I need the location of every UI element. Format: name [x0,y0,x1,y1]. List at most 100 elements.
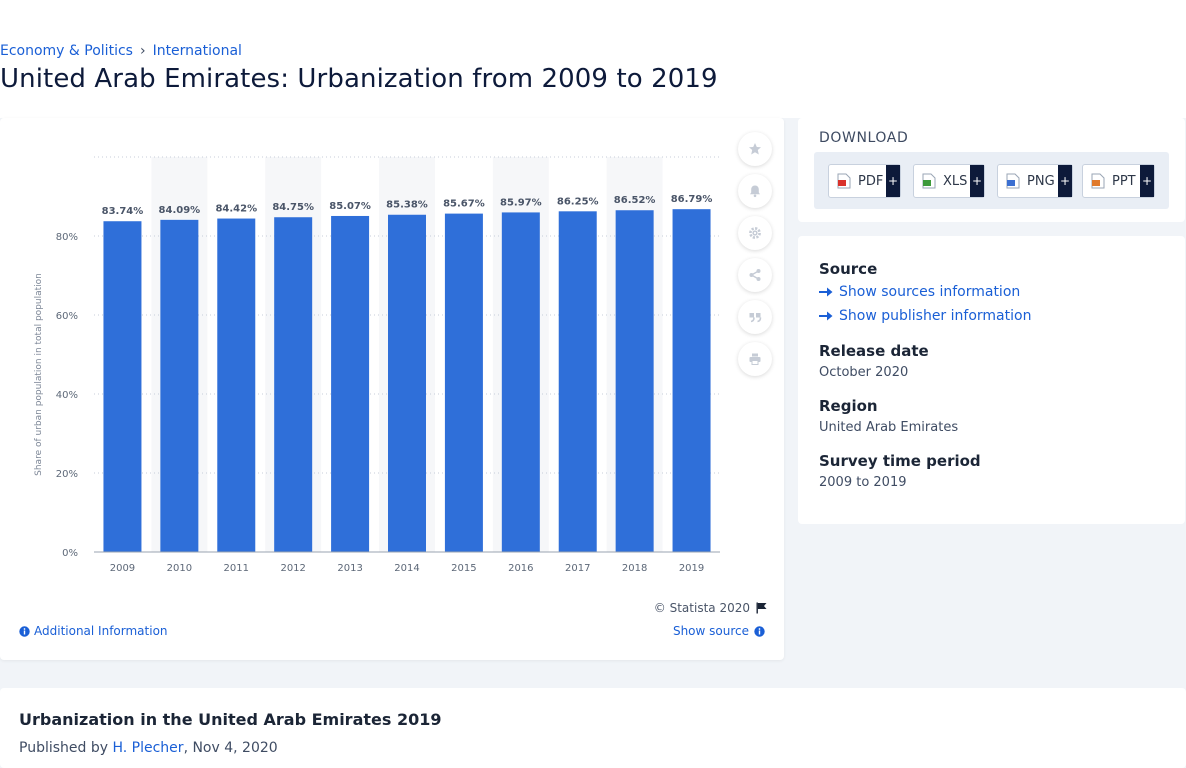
xls-file-badge [923,180,931,186]
breadcrumb-link-economy[interactable]: Economy & Politics [0,43,133,59]
additional-information-label: Additional Information [34,624,168,638]
download-png-plus[interactable]: + [1058,165,1072,197]
y-tick-label: 80% [56,232,78,243]
description-title: Urbanization in the United Arab Emirates… [19,710,442,729]
x-tick-label: 2009 [110,563,135,574]
x-tick-label: 2019 [679,563,704,574]
show-sources-label: Show sources information [839,284,1021,300]
bar-chart: 0% 20% 40% 60% 80% Share of urban population … [34,156,720,574]
published-line: Published by H. Plecher, Nov 4, 2020 [19,740,278,756]
x-tick-label: 2011 [224,563,249,574]
bar [558,211,597,552]
print-button[interactable] [738,342,772,376]
download-pdf-plus[interactable]: + [886,165,900,197]
download-xls-button[interactable]: XLS + [913,164,985,198]
info-circle-icon [754,625,765,637]
png-file-badge [1007,180,1015,186]
published-date: , Nov 4, 2020 [183,740,278,756]
y-tick-label: 60% [56,311,78,322]
pdf-file-badge [838,180,846,186]
x-tick-label: 2010 [167,563,192,574]
y-tick-label: 40% [56,390,78,401]
ppt-file-icon [1091,173,1105,189]
survey-period-value: 2009 to 2019 [819,475,907,490]
description-card: Urbanization in the United Arab Emirates… [0,688,1186,768]
x-tick-label: 2018 [622,563,647,574]
statistic-info-panel: Source Show sources information Show pub… [798,236,1185,524]
page-title: United Arab Emirates: Urbanization from … [0,64,718,94]
chart-toolbar [738,132,772,384]
data-label: 86.52% [614,195,656,206]
show-source-label: Show source [672,624,749,638]
download-ppt-plus[interactable]: + [1140,165,1154,197]
data-label: 85.38% [386,200,428,211]
print-icon [749,353,761,365]
bar [103,221,142,552]
breadcrumb: Economy & Politics › International [0,43,242,59]
source-label: Source [819,260,878,278]
region-label: Region [819,397,878,415]
y-axis-label: Share of urban population in total popul… [34,273,44,476]
survey-period-label: Survey time period [819,452,981,470]
download-panel: DOWNLOAD PDF + XLS + PNG + PPT + [798,118,1185,222]
data-label: 84.09% [159,205,201,216]
data-label: 85.97% [500,197,542,208]
ppt-file-badge [1092,180,1100,186]
x-tick-label: 2015 [451,563,476,574]
download-pdf-button[interactable]: PDF + [828,164,901,198]
cite-button[interactable] [738,300,772,334]
quote-icon [749,313,762,323]
show-publisher-label: Show publisher information [839,308,1032,324]
release-date-label: Release date [819,342,929,360]
info-circle-icon [19,625,30,637]
x-tick-label: 2014 [394,563,419,574]
xls-file-icon [922,173,936,189]
download-buttons: PDF + XLS + PNG + PPT + [814,152,1169,209]
png-file-icon [1006,173,1020,189]
y-tick-label: 0% [62,548,78,559]
download-ppt-label: PPT [1112,173,1136,189]
data-label: 84.75% [272,202,314,213]
copyright-notice: © Statista 2020 [654,601,767,615]
bar [388,214,426,552]
download-xls-plus[interactable]: + [970,165,984,197]
additional-information-link[interactable]: Additional Information [19,624,168,638]
download-png-button[interactable]: PNG + [997,164,1073,198]
settings-button[interactable] [738,216,772,250]
data-label: 84.42% [215,204,257,215]
alert-button[interactable] [738,174,772,208]
show-source-link[interactable]: Show source [673,624,765,638]
show-sources-link[interactable]: Show sources information [819,284,1020,300]
published-prefix: Published by [19,740,109,756]
share-button[interactable] [738,258,772,292]
x-tick-label: 2016 [508,563,533,574]
release-date-value: October 2020 [819,365,909,380]
y-tick-label: 20% [56,469,78,480]
copyright-text: © Statista 2020 [653,601,750,615]
bar [160,219,199,553]
breadcrumb-link-international[interactable]: International [152,43,242,59]
bar [217,218,256,552]
region-value: United Arab Emirates [819,420,959,435]
favorite-button[interactable] [738,132,772,166]
bar [501,212,540,552]
data-label: 86.79% [671,194,713,205]
download-xls-label: XLS [943,173,968,189]
data-label: 85.07% [329,201,371,212]
breadcrumb-separator: › [139,43,146,59]
x-tick-label: 2017 [565,563,590,574]
bar [331,215,370,552]
arrow-right-icon [819,287,833,297]
bar [672,209,711,552]
bell-icon [750,185,760,198]
bar [444,213,483,552]
bar [274,217,313,553]
data-label: 86.25% [557,196,599,207]
flag-icon[interactable] [756,602,767,614]
data-label: 85.67% [443,199,485,210]
author-link[interactable]: H. Plecher [112,740,184,756]
show-publisher-link[interactable]: Show publisher information [819,308,1031,324]
download-ppt-button[interactable]: PPT + [1082,164,1155,198]
data-label: 83.74% [102,206,144,217]
bar [615,210,654,552]
